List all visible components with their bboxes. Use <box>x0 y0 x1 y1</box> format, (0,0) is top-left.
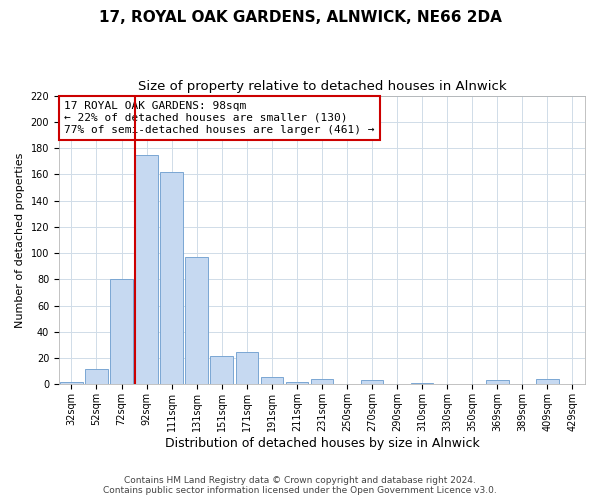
Bar <box>361 380 383 384</box>
Text: 17, ROYAL OAK GARDENS, ALNWICK, NE66 2DA: 17, ROYAL OAK GARDENS, ALNWICK, NE66 2DA <box>98 10 502 25</box>
Bar <box>160 172 183 384</box>
Bar <box>260 376 283 384</box>
Bar <box>110 280 133 384</box>
Bar <box>236 352 258 384</box>
Y-axis label: Number of detached properties: Number of detached properties <box>15 152 25 328</box>
Bar <box>60 382 83 384</box>
Bar <box>185 257 208 384</box>
X-axis label: Distribution of detached houses by size in Alnwick: Distribution of detached houses by size … <box>164 437 479 450</box>
Title: Size of property relative to detached houses in Alnwick: Size of property relative to detached ho… <box>137 80 506 93</box>
Bar <box>311 379 333 384</box>
Bar <box>211 356 233 384</box>
Bar <box>486 380 509 384</box>
Text: 17 ROYAL OAK GARDENS: 98sqm
← 22% of detached houses are smaller (130)
77% of se: 17 ROYAL OAK GARDENS: 98sqm ← 22% of det… <box>64 102 374 134</box>
Bar <box>411 383 433 384</box>
Bar <box>286 382 308 384</box>
Bar <box>136 154 158 384</box>
Text: Contains HM Land Registry data © Crown copyright and database right 2024.
Contai: Contains HM Land Registry data © Crown c… <box>103 476 497 495</box>
Bar <box>536 379 559 384</box>
Bar <box>85 368 108 384</box>
